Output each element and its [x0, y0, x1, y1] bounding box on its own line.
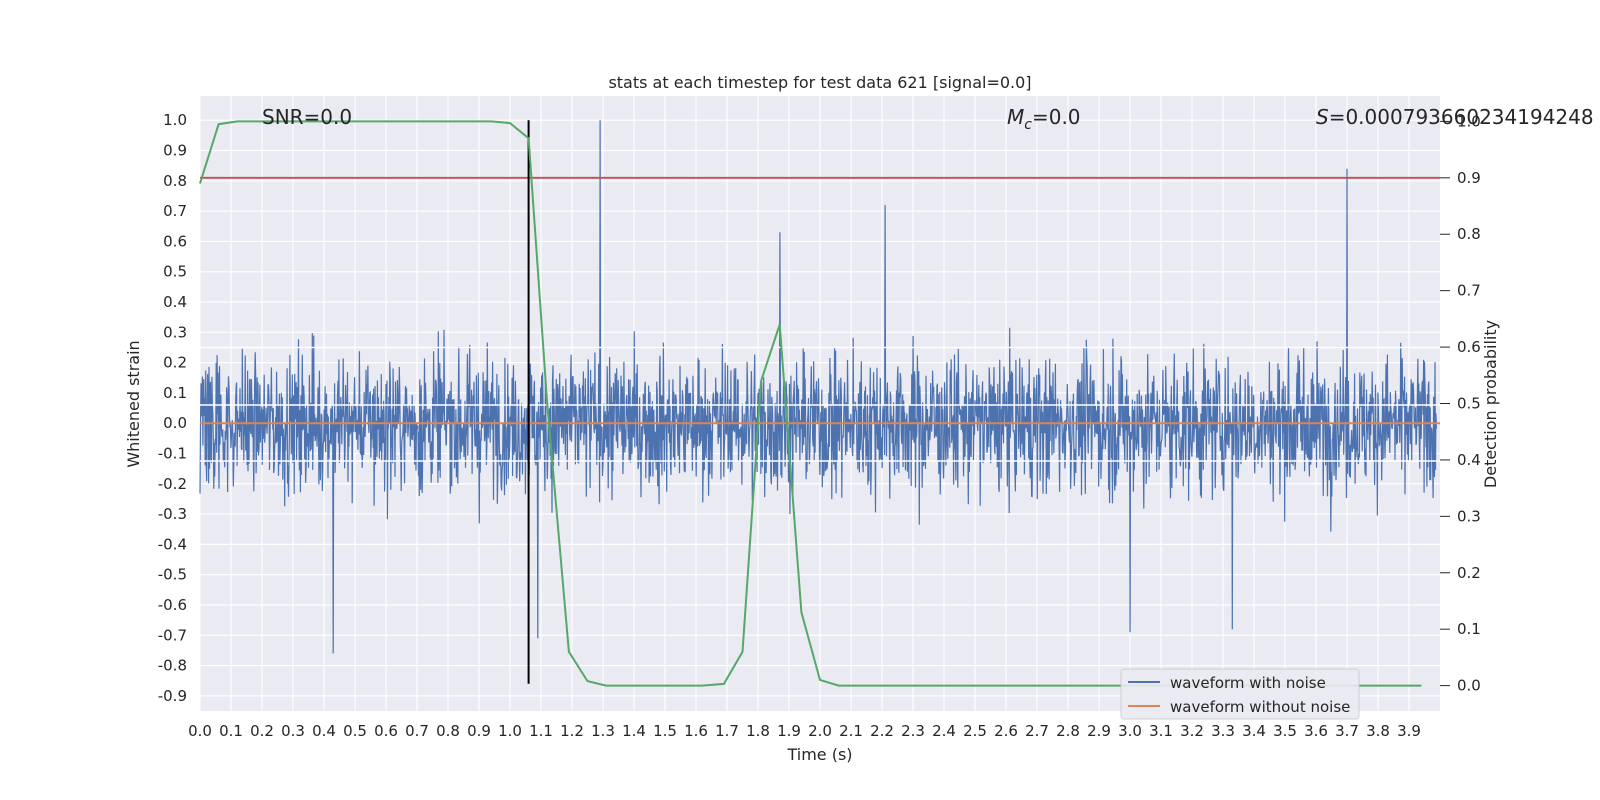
x-tick-label: 0.4 — [312, 722, 336, 740]
y-left-tick-label: -0.1 — [158, 444, 187, 462]
y-left-tick-label: -0.8 — [158, 657, 187, 675]
y-right-tick-label: 0.2 — [1457, 564, 1481, 582]
x-tick-label: 2.6 — [994, 722, 1018, 740]
chirp-mass-annotation: Mc=0.0 — [1007, 105, 1081, 133]
y-right-tick-label: 0.1 — [1457, 620, 1481, 638]
y-left-tick-label: -0.5 — [158, 566, 187, 584]
y-left-tick-label: 0.3 — [163, 323, 187, 341]
x-tick-label: 0.5 — [343, 722, 367, 740]
y-left-tick-label: 0.1 — [163, 384, 187, 402]
x-tick-label: 0.1 — [219, 722, 243, 740]
x-tick-label: 1.4 — [622, 722, 646, 740]
legend-box — [1120, 668, 1360, 720]
series-waveform-with-noise — [199, 120, 1437, 654]
y-right-tick-label: 0.0 — [1457, 677, 1481, 695]
x-tick-label: 2.2 — [870, 722, 894, 740]
x-tick-label: 0.8 — [436, 722, 460, 740]
y-right-tick-label: 0.4 — [1457, 451, 1481, 469]
chart-title: stats at each timestep for test data 621… — [608, 73, 1031, 92]
x-tick-label: 3.4 — [1242, 722, 1266, 740]
y-left-tick-label: 0.4 — [163, 293, 187, 311]
y-left-tick-label: 1.0 — [163, 111, 187, 129]
x-tick-label: 1.6 — [684, 722, 708, 740]
x-tick-label: 1.8 — [746, 722, 770, 740]
y-right-tick-label: 0.9 — [1457, 169, 1481, 187]
y-left-tick-label: -0.3 — [158, 505, 187, 523]
x-tick-label: 1.2 — [560, 722, 584, 740]
x-tick-label: 3.0 — [1118, 722, 1142, 740]
noise-waveform-line — [199, 120, 1437, 654]
x-tick-label: 3.7 — [1335, 722, 1359, 740]
y-axis-right-ticks: 1.0 0.9 0.8 0.7 0.6 0.5 0.4 0.3 0.2 0.1 0.0 — [1440, 112, 1481, 695]
y-axis-left-label: Whitened strain — [124, 340, 143, 467]
y-left-tick-label: 0.6 — [163, 232, 187, 250]
y-left-tick-label: -0.2 — [158, 475, 187, 493]
y-left-tick-label: 0.9 — [163, 142, 187, 160]
x-tick-label: 3.1 — [1149, 722, 1173, 740]
x-tick-label: 0.7 — [405, 722, 429, 740]
x-tick-label: 2.9 — [1087, 722, 1111, 740]
x-tick-label: 1.7 — [715, 722, 739, 740]
y-left-tick-label: -0.6 — [158, 596, 187, 614]
x-axis-ticks: 0.0 0.1 0.2 0.3 0.4 0.5 0.6 0.7 0.8 0.9 1.0 1.1 1.2 1… — [188, 722, 1421, 740]
x-tick-label: 0.9 — [467, 722, 491, 740]
y-left-tick-label: 0.5 — [163, 263, 187, 281]
x-tick-label: 3.3 — [1211, 722, 1235, 740]
y-axis-right-label: Detection probability — [1481, 320, 1500, 488]
legend-label-clean: waveform without noise — [1170, 698, 1350, 716]
x-tick-label: 0.0 — [188, 722, 212, 740]
y-left-tick-label: 0.2 — [163, 354, 187, 372]
x-tick-label: 1.1 — [529, 722, 553, 740]
x-tick-label: 2.7 — [1025, 722, 1049, 740]
y-left-tick-label: 0.7 — [163, 202, 187, 220]
y-right-tick-label: 1.0 — [1457, 112, 1481, 130]
y-left-tick-label: 0.0 — [163, 414, 187, 432]
y-right-tick-label: 0.6 — [1457, 338, 1481, 356]
x-tick-label: 1.3 — [591, 722, 615, 740]
x-tick-label: 2.5 — [963, 722, 987, 740]
x-tick-label: 2.0 — [808, 722, 832, 740]
y-left-tick-label: -0.7 — [158, 626, 187, 644]
x-tick-label: 1.0 — [498, 722, 522, 740]
x-tick-label: 2.4 — [932, 722, 956, 740]
x-tick-label: 3.6 — [1304, 722, 1328, 740]
x-tick-label: 1.5 — [653, 722, 677, 740]
y-left-tick-label: -0.4 — [158, 535, 187, 553]
series-overlays — [199, 120, 1440, 687]
x-tick-label: 2.3 — [901, 722, 925, 740]
y-left-tick-label: 0.8 — [163, 172, 187, 190]
s-annotation: S=0.000793660234194248 — [1316, 105, 1594, 129]
y-right-tick-label: 0.8 — [1457, 225, 1481, 243]
x-axis-label: Time (s) — [786, 745, 852, 764]
x-tick-label: 3.2 — [1180, 722, 1204, 740]
x-tick-label: 0.2 — [250, 722, 274, 740]
x-tick-label: 3.8 — [1366, 722, 1390, 740]
legend: waveform with noise waveform without noi… — [1120, 668, 1360, 720]
y-axis-left-ticks: 1.0 0.9 0.8 0.7 0.6 0.5 0.4 0.3 0.2 0.1 0.0 -0.1 -0.… — [158, 111, 187, 705]
x-tick-label: 2.8 — [1056, 722, 1080, 740]
x-tick-label: 0.6 — [374, 722, 398, 740]
x-tick-label: 2.1 — [839, 722, 863, 740]
y-right-tick-label: 0.3 — [1457, 507, 1481, 525]
x-tick-label: 1.9 — [777, 722, 801, 740]
y-right-tick-label: 0.5 — [1457, 395, 1481, 413]
y-left-tick-label: -0.9 — [158, 687, 187, 705]
snr-annotation: SNR=0.0 — [262, 105, 352, 129]
y-right-tick-label: 0.7 — [1457, 282, 1481, 300]
x-tick-label: 0.3 — [281, 722, 305, 740]
legend-label-noise: waveform with noise — [1170, 674, 1326, 692]
x-tick-label: 3.9 — [1397, 722, 1421, 740]
x-tick-label: 3.5 — [1273, 722, 1297, 740]
